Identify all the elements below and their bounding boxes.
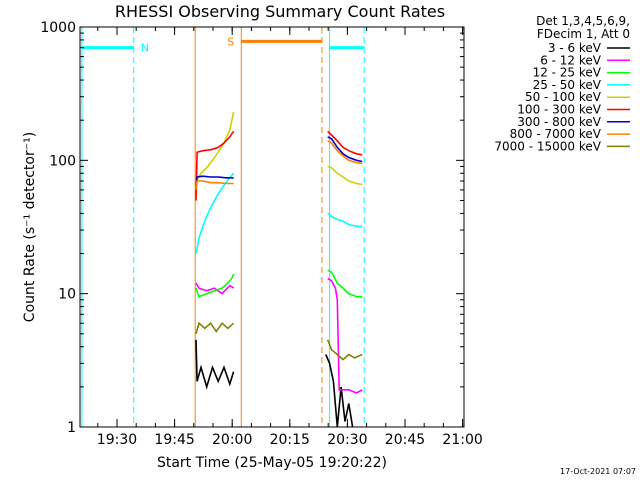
series-line-5-1 xyxy=(327,130,363,156)
series-line-1-1 xyxy=(327,277,363,394)
x-tick-label: 20:45 xyxy=(385,432,425,448)
legend-entry-label: 800 - 7000 keV xyxy=(510,127,602,141)
series-line-2-1 xyxy=(327,269,363,298)
legend-entry-label: 100 - 300 keV xyxy=(517,103,601,117)
series-line-0-1 xyxy=(325,354,354,428)
y-axis-label: Count Rate (s⁻¹ detector⁻¹) xyxy=(22,132,38,322)
chart-title: RHESSI Observing Summary Count Rates xyxy=(115,2,445,21)
legend-entry-label: 25 - 50 keV xyxy=(533,78,602,92)
legend-header-line-2: FDecim 1, Att 0 xyxy=(537,27,630,41)
y-tick-label: 1000 xyxy=(40,20,76,36)
legend-entry-label: 300 - 800 keV xyxy=(517,115,601,129)
flag-label-1: S xyxy=(227,35,234,48)
series-line-3-1 xyxy=(327,212,363,228)
x-tick-label: 19:45 xyxy=(154,432,194,448)
y-tick-label: 10 xyxy=(58,287,76,303)
series-line-1-0 xyxy=(195,282,235,295)
y-tick-label: 1 xyxy=(67,420,76,436)
legend-entry-label: 12 - 25 keV xyxy=(533,66,602,80)
series-line-8-0 xyxy=(195,321,235,335)
plot-frame xyxy=(79,26,465,428)
legend-header-line-1: Det 1,3,4,5,6,9, xyxy=(536,14,630,28)
x-tick-label: 19:30 xyxy=(97,432,137,448)
series-line-2-0 xyxy=(195,273,235,298)
series-line-3-0 xyxy=(195,172,235,254)
timestamp-label: 17-Oct-2021 07:07 xyxy=(560,467,636,476)
y-tick-label: 100 xyxy=(49,153,76,169)
flag-label-0: N xyxy=(141,42,149,55)
series-line-6-1 xyxy=(327,136,363,163)
series-line-4-1 xyxy=(327,165,363,186)
x-tick-label: 20:15 xyxy=(270,432,310,448)
x-tick-label: 20:00 xyxy=(212,432,252,448)
legend-entry-label: 3 - 6 keV xyxy=(548,41,602,55)
x-tick-label: 21:00 xyxy=(442,432,482,448)
series-line-6-0 xyxy=(195,175,234,190)
series-line-4-0 xyxy=(195,111,235,182)
legend: Det 1,3,4,5,6,9, FDecim 1, Att 0 3 - 6 k… xyxy=(494,14,630,153)
x-tick-label: 20:30 xyxy=(327,432,367,448)
legend-entry-label: 50 - 100 keV xyxy=(525,90,602,104)
series-line-5-0 xyxy=(195,130,235,201)
series-line-7-0 xyxy=(195,180,234,190)
series-line-0-0 xyxy=(195,339,235,390)
legend-entry-label: 7000 - 15000 keV xyxy=(494,139,601,153)
legend-entry-label: 6 - 12 keV xyxy=(540,53,602,67)
x-axis-label: Start Time (25-May-05 19:20:22) xyxy=(157,455,387,471)
series-line-7-1 xyxy=(327,140,363,165)
series-line-8-1 xyxy=(326,339,363,361)
axis-ticks: 1 10 100 1000 19:30 19:45 20:00 20:15 20:30 20:45… xyxy=(40,20,482,448)
